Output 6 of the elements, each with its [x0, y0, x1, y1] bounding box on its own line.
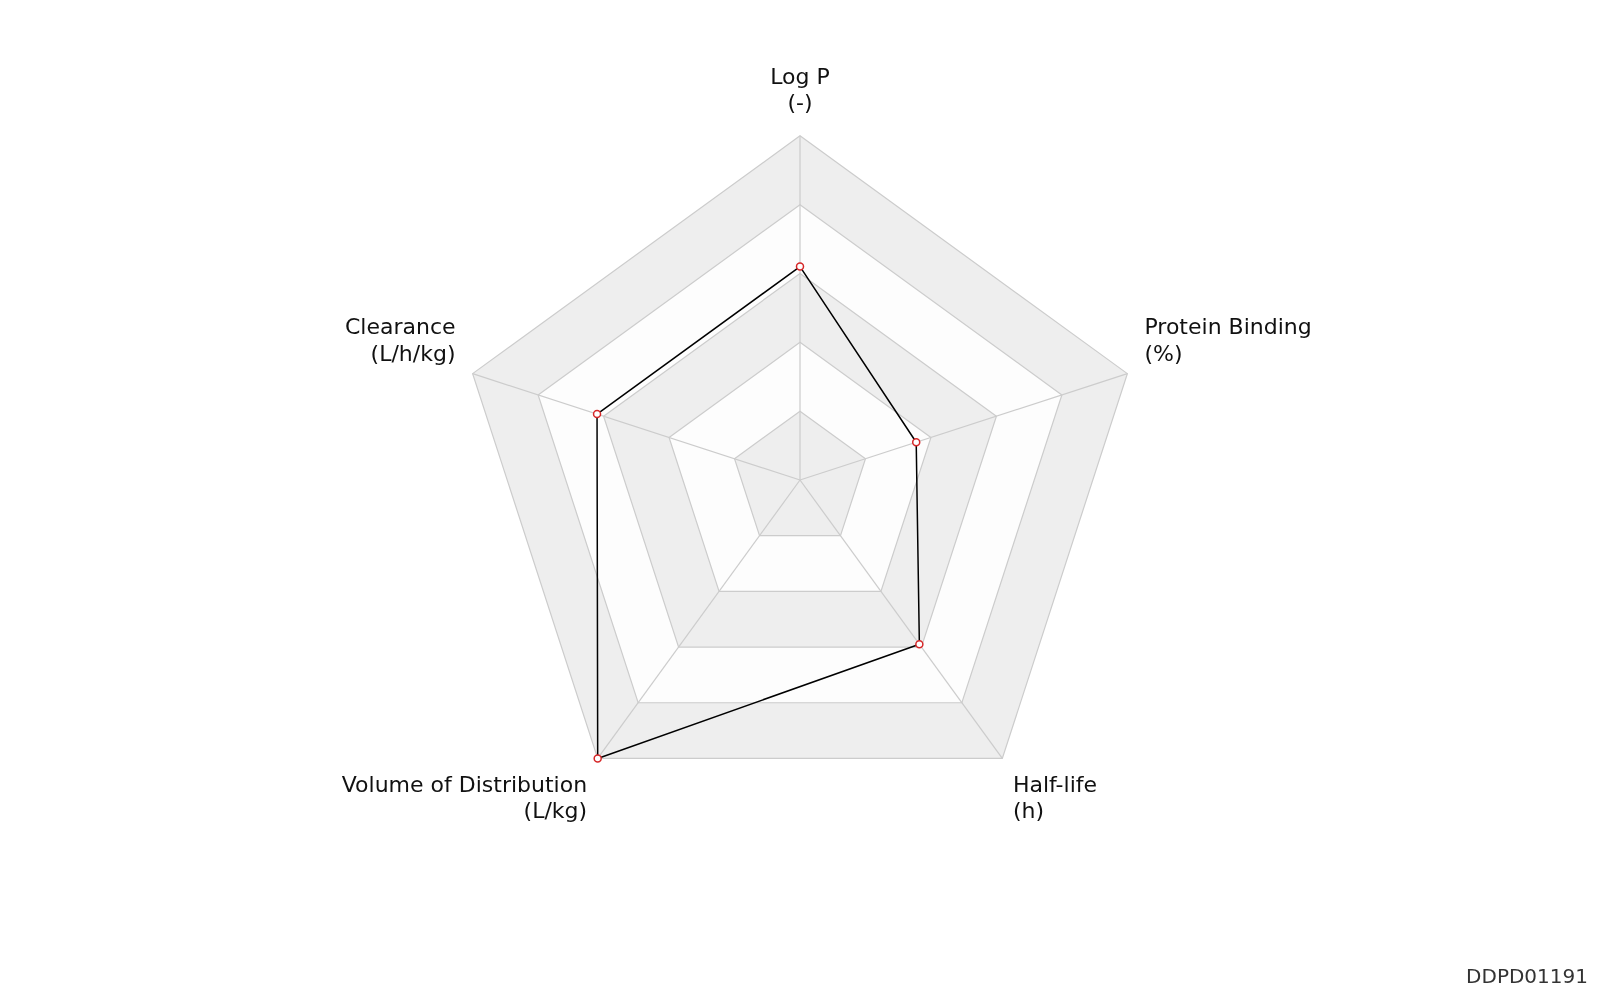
spoke-label: Half-life (h)	[1012, 771, 1098, 824]
spoke-label: Volume of Distribution (L/kg)	[341, 771, 588, 824]
spoke-label: Protein Binding (%)	[1144, 314, 1312, 366]
text: DDPD01191	[1466, 964, 1588, 989]
spoke-label: Log P (-)	[770, 63, 830, 116]
spoke-label: Clearance (L/h/kg)	[344, 314, 456, 366]
